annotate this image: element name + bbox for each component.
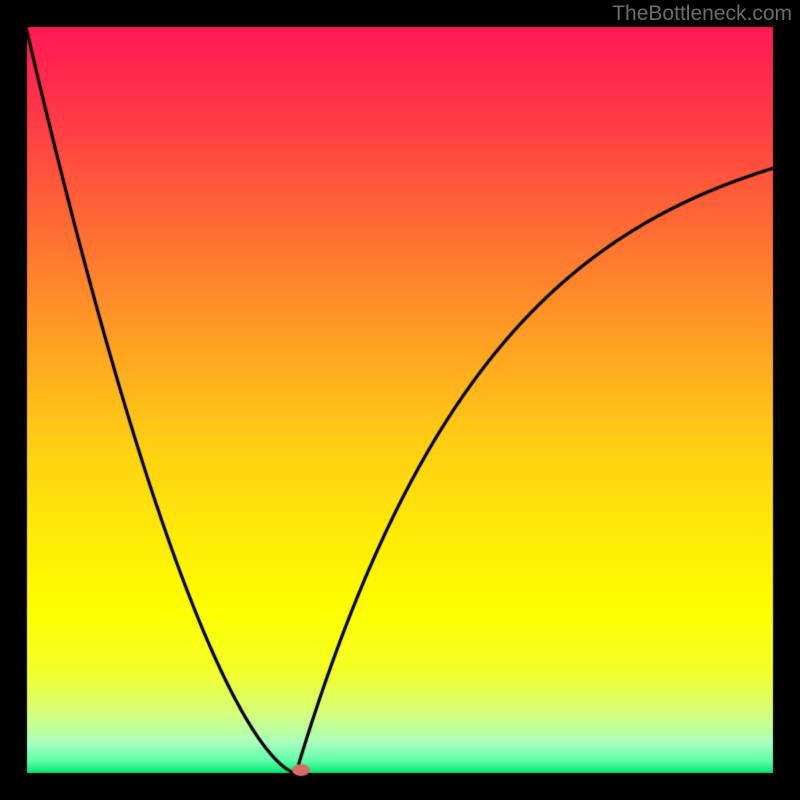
bottleneck-chart: TheBottleneck.com: [0, 0, 800, 800]
chart-canvas: [0, 0, 800, 800]
